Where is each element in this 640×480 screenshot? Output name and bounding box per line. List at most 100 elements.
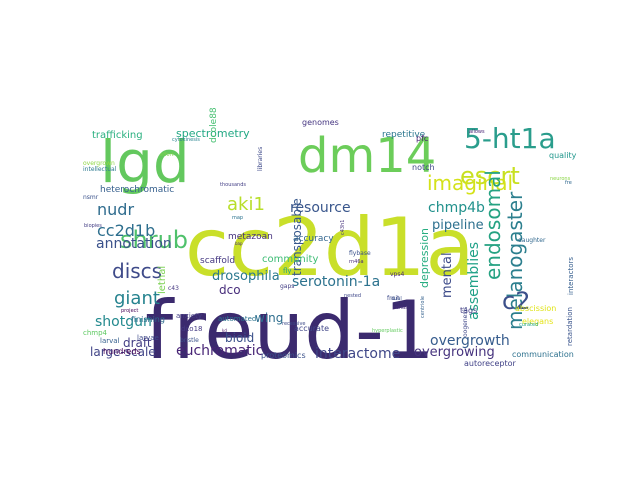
cloud-word: daughter bbox=[518, 237, 546, 244]
cloud-word: large-scale bbox=[90, 345, 156, 359]
cloud-word: lethal bbox=[157, 266, 168, 294]
cloud-word: notch bbox=[412, 163, 435, 172]
cloud-word: heterochromatic bbox=[100, 185, 174, 195]
cloud-word: cdnas bbox=[393, 305, 408, 311]
cloud-word: nsmr bbox=[83, 194, 99, 201]
cloud-word: community bbox=[262, 254, 318, 265]
cloud-word: c2 bbox=[502, 287, 530, 315]
cloud-word: cc2d1a bbox=[185, 201, 475, 294]
cloud-word: quality bbox=[549, 151, 577, 160]
cloud-word: communication bbox=[512, 350, 574, 359]
cloud-word: dm14 bbox=[298, 128, 436, 184]
cloud-word: dcole88 bbox=[209, 107, 219, 143]
cloud-word: metazoan bbox=[228, 232, 273, 242]
cloud-word: bristle bbox=[180, 337, 199, 344]
cloud-word: discs bbox=[112, 259, 162, 283]
cloud-word: serotonin-1a bbox=[292, 274, 380, 290]
cloud-word: endosomal bbox=[481, 170, 505, 280]
cloud-word: libraries bbox=[257, 147, 264, 171]
cloud-word: cytokinesis bbox=[172, 137, 200, 143]
cloud-word: accuracy bbox=[293, 234, 334, 244]
cloud-word: trafficking bbox=[92, 130, 143, 141]
cloud-word: euchromatic bbox=[176, 343, 263, 359]
cloud-word: abscission bbox=[515, 304, 556, 313]
cloud-word: cc2d1b bbox=[97, 221, 155, 240]
cloud-word: retardation bbox=[566, 307, 574, 346]
cloud-word: nested bbox=[344, 293, 361, 299]
cloud-word: chmp4b bbox=[428, 200, 485, 216]
cloud-word: 5-ht1a bbox=[464, 122, 556, 155]
cloud-word: annotation bbox=[96, 236, 172, 252]
cloud-word: larvae bbox=[137, 334, 159, 342]
cloud-word: anxiety bbox=[176, 312, 202, 320]
cloud-word: overgrowth bbox=[430, 333, 510, 349]
cloud-word: finishing bbox=[131, 315, 165, 324]
cloud-word: bioid bbox=[225, 331, 254, 345]
cloud-word: autoreceptor bbox=[464, 359, 516, 368]
cloud-word: nudr bbox=[97, 200, 134, 219]
cloud-word: drosophila bbox=[212, 269, 280, 284]
cloud-word: gaps bbox=[280, 283, 294, 290]
cloud-word: spectrometry bbox=[176, 127, 250, 140]
cloud-word: dco bbox=[219, 283, 241, 297]
cloud-word: recessive bbox=[282, 321, 305, 327]
cloud-word: biopies bbox=[84, 223, 102, 229]
cloud-word: accurate bbox=[294, 324, 329, 333]
cloud-word: draft bbox=[123, 336, 152, 350]
cloud-word: pfc bbox=[416, 134, 428, 143]
cloud-word: elegans bbox=[522, 317, 553, 326]
cloud-word: freud-1 bbox=[145, 284, 435, 377]
cloud-word: aki1 bbox=[227, 194, 265, 215]
cloud-word: project bbox=[121, 308, 138, 314]
cloud-word: bap bbox=[235, 241, 243, 246]
cloud-word: interactors bbox=[567, 257, 575, 295]
cloud-word: rn46a bbox=[349, 259, 364, 265]
cloud-word: centriole bbox=[420, 296, 426, 318]
cloud-word: assemblies bbox=[466, 242, 482, 320]
cloud-word: tags bbox=[460, 306, 477, 315]
cloud-word: overgrowing bbox=[414, 345, 495, 360]
cloud-word: oogenesis bbox=[462, 307, 469, 337]
cloud-word: depression bbox=[418, 228, 431, 288]
cloud-word: genomes bbox=[302, 118, 339, 127]
cloud-word: hundreds bbox=[103, 347, 141, 356]
cloud-word: fruit bbox=[387, 295, 400, 302]
cloud-word: intellectual bbox=[83, 166, 117, 173]
cloud-word: overgrown bbox=[83, 160, 115, 167]
cloud-word: wing bbox=[255, 311, 283, 325]
cloud-word: c43 bbox=[168, 285, 179, 292]
cloud-word: shrub bbox=[120, 226, 188, 254]
cloud-word: effort bbox=[160, 152, 174, 158]
cloud-word: automated bbox=[218, 315, 256, 323]
cloud-word: pipeline bbox=[432, 218, 484, 233]
cloud-word: imaginal bbox=[427, 171, 513, 195]
cloud-word: c43h1 bbox=[340, 220, 346, 235]
cloud-word: interactome bbox=[315, 346, 400, 362]
cloud-word: escrt bbox=[460, 162, 520, 190]
cloud-word: flybase bbox=[349, 250, 371, 257]
cloud-word: giant bbox=[114, 288, 160, 309]
cloud-word: proteomics bbox=[261, 351, 306, 360]
cloud-word: hyperplastic bbox=[372, 328, 403, 334]
cloud-word: neurons bbox=[550, 176, 571, 182]
cloud-word: scaffold bbox=[200, 256, 235, 266]
cloud-word: vps4 bbox=[390, 271, 404, 278]
cloud-word: chmp4 bbox=[83, 329, 108, 337]
cloud-word: kd bbox=[222, 328, 227, 333]
cloud-word: allows bbox=[469, 129, 485, 135]
cloud-word: map bbox=[232, 215, 243, 221]
cloud-word: larval bbox=[100, 337, 120, 345]
cloud-word: dual bbox=[391, 296, 402, 302]
cloud-word: repetitive bbox=[382, 130, 426, 140]
cloud-word: resource bbox=[290, 200, 351, 216]
cloud-word: curated bbox=[519, 322, 538, 328]
cloud-word: transposable bbox=[290, 198, 304, 276]
cloud-word: fly bbox=[283, 267, 292, 275]
cloud-word: fre bbox=[565, 180, 572, 186]
cloud-word: dco18 bbox=[181, 325, 202, 333]
cloud-word: lgd bbox=[100, 128, 190, 196]
cloud-word: thousands bbox=[220, 182, 246, 188]
cloud-word: shotgun bbox=[95, 314, 152, 330]
cloud-word: melanogaster bbox=[503, 191, 527, 330]
